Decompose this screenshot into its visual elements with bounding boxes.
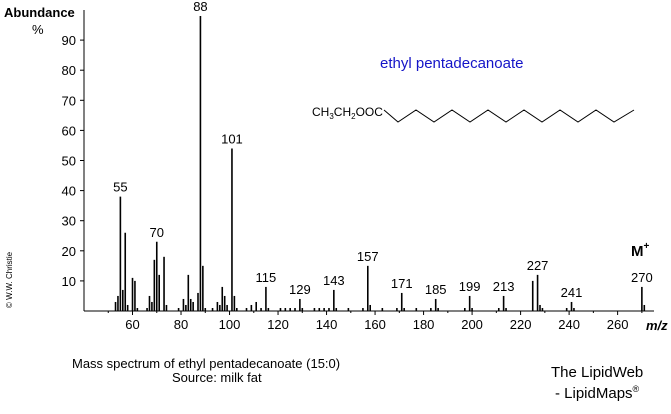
peak-label-241: 241 — [561, 285, 583, 300]
y-tick-label: 50 — [62, 154, 76, 169]
x-tick-label: 80 — [174, 317, 188, 332]
alkyl-chain — [383, 109, 635, 123]
x-tick-label: 120 — [267, 317, 289, 332]
x-tick-label: 140 — [316, 317, 338, 332]
x-tick-label: 100 — [219, 317, 241, 332]
x-tick-label: 160 — [364, 317, 386, 332]
compound-name: ethyl pentadecanoate — [380, 55, 523, 72]
copyright-notice: © W.W. Christie — [5, 251, 14, 308]
chart-peak-labels: 55 70 88 101 115 129 143 157 171 185 199 213 227 241 2… — [113, 0, 653, 300]
x-tick-label: 220 — [510, 317, 532, 332]
peak-label-227: 227 — [527, 258, 549, 273]
credit-lipidweb: The LipidWeb — [551, 364, 644, 381]
y-tick-label: 40 — [62, 184, 76, 199]
figure-caption: Mass spectrum of ethyl pentadecanoate (1… — [72, 356, 341, 371]
credit-lipidmaps: - LipidMaps® — [555, 384, 640, 402]
y-tick-label: 90 — [62, 33, 76, 48]
x-tick-label: 240 — [558, 317, 580, 332]
chart-ticks: 10 20 30 40 50 60 70 80 90 60 80 100 120 140 160 180 200… — [62, 33, 643, 332]
peak-label-143: 143 — [323, 273, 345, 288]
peak-label-55: 55 — [113, 180, 127, 195]
chart-peaks — [114, 16, 646, 311]
x-tick-label: 180 — [413, 317, 435, 332]
mass-spectrum-chart: 10 20 30 40 50 60 70 80 90 60 80 100 120 140 160 180 200… — [4, 0, 668, 333]
x-tick-label: 60 — [125, 317, 139, 332]
y-tick-label: 10 — [62, 274, 76, 289]
y-tick-label: 30 — [62, 214, 76, 229]
peak-label-101: 101 — [221, 131, 243, 146]
x-tick-label: 260 — [607, 317, 629, 332]
peak-label-171: 171 — [391, 276, 413, 291]
structure-diagram: CH3CH2OOC — [312, 105, 635, 123]
peak-label-70: 70 — [150, 225, 164, 240]
y-tick-label: 70 — [62, 93, 76, 108]
peak-label-185: 185 — [425, 282, 447, 297]
y-tick-label: 20 — [62, 244, 76, 259]
y-axis-label: Abundance — [4, 5, 75, 20]
peak-label-199: 199 — [459, 279, 481, 294]
peak-label-157: 157 — [357, 249, 379, 264]
structure-formula: CH3CH2OOC — [312, 105, 383, 121]
peak-label-270: 270 — [631, 270, 653, 285]
source-note: Source: milk fat — [172, 370, 262, 385]
x-axis-label: m/z — [646, 318, 668, 333]
svg-text:© W.W. Christie: © W.W. Christie — [5, 251, 14, 308]
peak-label-129: 129 — [289, 282, 311, 297]
peak-label-115: 115 — [256, 270, 277, 285]
y-tick-label: 80 — [62, 63, 76, 78]
y-tick-label: 60 — [62, 123, 76, 138]
molecular-ion-label: M+ — [631, 241, 650, 260]
chart-axes — [83, 10, 654, 312]
peak-label-88: 88 — [193, 0, 207, 14]
y-axis-unit: % — [32, 22, 44, 37]
peak-label-213: 213 — [493, 279, 515, 294]
x-tick-label: 200 — [461, 317, 483, 332]
